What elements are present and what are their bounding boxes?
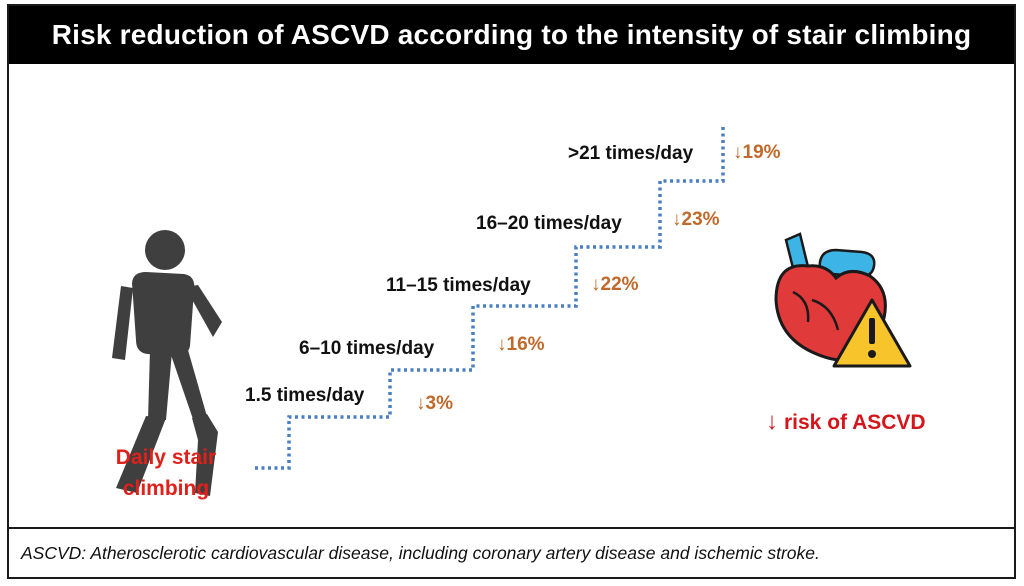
figure-frame: Risk reduction of ASCVD according to the… [7,4,1016,579]
step-1-label: 1.5 times/day [245,385,365,406]
step-5-reduction: ↓19% [733,142,781,163]
daily-stair-climbing-caption: Daily stair climbing [115,446,217,500]
figure-title: Risk reduction of ASCVD according to the… [9,6,1014,64]
step-2-reduction: ↓16% [497,334,545,355]
walking-person-icon [112,230,222,496]
step-1-reduction: ↓3% [416,393,453,414]
step-2-label: 6–10 times/day [299,338,435,359]
down-arrow-icon: ↓ [766,408,778,435]
heart-warning-icon [774,232,912,368]
staircase-line [255,124,725,470]
risk-of-ascvd-caption: ↓ risk of ASCVD [766,408,926,436]
step-3-reduction: ↓22% [591,274,639,295]
footnote: ASCVD: Atherosclerotic cardiovascular di… [9,527,1014,577]
step-5-label: >21 times/day [568,143,694,164]
step-3-label: 11–15 times/day [386,275,531,296]
step-4-reduction: ↓23% [672,209,720,230]
risk-caption-text: risk of ASCVD [784,411,926,434]
step-4-label: 16–20 times/day [476,213,622,234]
